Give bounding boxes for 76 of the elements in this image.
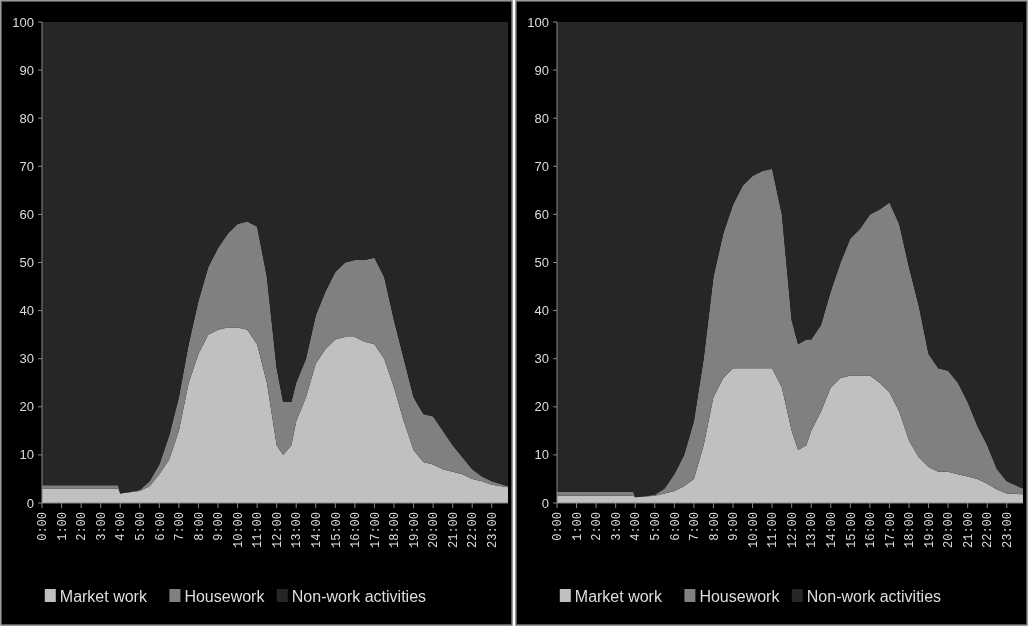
legend-label: Market work [574,587,663,605]
y-tick-label: 30 [19,351,34,367]
y-tick-label: 40 [534,303,549,319]
x-tick-label: 18:00 [903,512,918,549]
y-tick-label: 10 [534,447,549,463]
x-tick-label: 5:00 [648,512,663,541]
x-tick-label: 4:00 [629,512,644,541]
y-tick-label: 100 [12,14,34,30]
x-tick-label: 23:00 [1000,512,1015,549]
x-tick-label: 4:00 [114,512,129,541]
x-tick-label: 6:00 [153,512,168,541]
y-tick-label: 60 [534,206,549,222]
x-tick-label: 6:00 [668,512,683,541]
x-tick-label: 19:00 [922,512,937,549]
x-tick-label: 12:00 [270,512,285,549]
x-tick-label: 13:00 [290,512,305,549]
x-tick-label: 15:00 [329,512,344,549]
x-tick-label: 18:00 [388,512,403,549]
x-tick-label: 10:00 [746,512,761,549]
x-tick-label: 2:00 [590,512,605,541]
x-tick-label: 21:00 [961,512,976,549]
x-tick-label: 14:00 [824,512,839,549]
legend-label: Housework [699,587,781,605]
x-tick-label: 11:00 [251,512,266,549]
x-tick-label: 15:00 [844,512,859,549]
x-tick-label: 1:00 [570,512,585,541]
x-tick-label: 3:00 [609,512,624,541]
x-tick-label: 3:00 [94,512,109,541]
x-tick-label: 2:00 [75,512,90,541]
x-tick-label: 17:00 [883,512,898,549]
y-tick-label: 50 [19,255,34,271]
x-tick-label: 20:00 [427,512,442,549]
y-tick-label: 0 [541,495,549,511]
y-tick-label: 20 [534,399,549,415]
x-tick-label: 20:00 [942,512,957,549]
x-tick-label: 19:00 [407,512,422,549]
x-tick-label: 9:00 [727,512,742,541]
legend-label: Market work [59,587,148,605]
y-tick-label: 60 [19,206,34,222]
y-tick-label: 90 [19,62,34,78]
legend-label: Housework [184,587,266,605]
x-tick-label: 21:00 [446,512,461,549]
x-tick-label: 8:00 [707,512,722,541]
legend-label: Non-work activities [806,587,942,605]
y-tick-label: 30 [534,351,549,367]
x-tick-label: 1:00 [55,512,70,541]
x-tick-label: 7:00 [173,512,188,541]
x-tick-label: 22:00 [466,512,481,549]
y-tick-label: 40 [19,303,34,319]
x-tick-label: 9:00 [212,512,227,541]
x-tick-label: 17:00 [368,512,383,549]
x-tick-label: 8:00 [192,512,207,541]
x-tick-label: 16:00 [349,512,364,549]
x-tick-label: 12:00 [785,512,800,549]
x-tick-label: 13:00 [805,512,820,549]
y-tick-label: 0 [26,495,34,511]
legend-label: Non-work activities [291,587,427,605]
x-tick-label: 10:00 [231,512,246,549]
x-tick-label: 16:00 [864,512,879,549]
y-tick-label: 80 [19,110,34,126]
y-tick-label: 90 [534,62,549,78]
y-tick-label: 80 [534,110,549,126]
y-tick-label: 70 [534,158,549,174]
y-tick-label: 100 [527,14,549,30]
x-tick-label: 7:00 [688,512,703,541]
x-tick-label: 22:00 [981,512,996,549]
y-tick-label: 50 [534,255,549,271]
y-tick-label: 70 [19,158,34,174]
x-tick-label: 5:00 [133,512,148,541]
y-tick-label: 20 [19,399,34,415]
x-tick-label: 0:00 [36,512,51,541]
x-tick-label: 14:00 [309,512,324,549]
x-tick-label: 0:00 [551,512,566,541]
x-tick-label: 23:00 [485,512,500,549]
x-tick-label: 11:00 [766,512,781,549]
y-tick-label: 10 [19,447,34,463]
